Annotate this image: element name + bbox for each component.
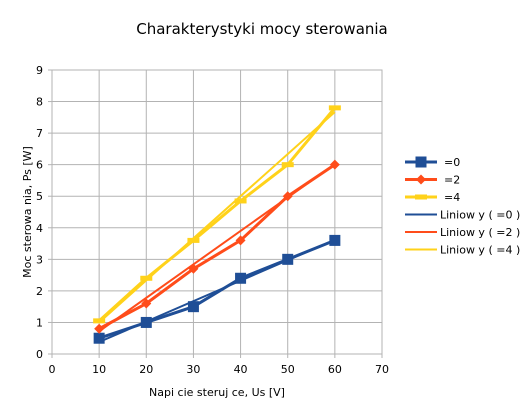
x-axis-ticks: 0 10 20 30 40 50 60 70 xyxy=(49,363,390,376)
data-point xyxy=(282,191,293,202)
data-point xyxy=(93,318,106,324)
series-line xyxy=(98,163,336,331)
y-tick-label: 1 xyxy=(36,316,43,329)
y-tick-label: 9 xyxy=(36,64,43,77)
data-point xyxy=(329,234,341,246)
y-axis-label: Moc sterowa nia, Ps [W] xyxy=(21,146,34,278)
x-tick-label: 20 xyxy=(139,363,153,376)
series-line xyxy=(98,106,337,322)
legend-label: =2 xyxy=(444,174,460,187)
legend-marker xyxy=(416,174,426,185)
series-line xyxy=(98,239,336,340)
y-tick-label: 8 xyxy=(36,96,43,109)
data-point xyxy=(94,323,105,334)
data-point xyxy=(140,316,152,328)
grid xyxy=(48,69,383,358)
data-point xyxy=(235,272,247,284)
data-point xyxy=(329,159,340,170)
legend: =0 =2 =4 Liniow y ( =0 ) Liniow y ( =2 ) Lini… xyxy=(405,156,520,257)
data-point xyxy=(187,301,199,313)
data-point xyxy=(187,237,200,243)
data-point xyxy=(234,198,247,204)
x-tick-label: 50 xyxy=(281,363,295,376)
x-tick-label: 10 xyxy=(92,363,106,376)
y-tick-label: 4 xyxy=(36,222,43,235)
y-tick-label: 5 xyxy=(36,190,43,203)
x-tick-label: 70 xyxy=(375,363,389,376)
data-point xyxy=(235,235,246,246)
x-axis-label: Napi cie steruj ce, Us [V] xyxy=(149,386,285,399)
data-point xyxy=(281,162,294,168)
y-axis-ticks: 0 1 2 3 4 5 6 7 8 9 xyxy=(36,64,43,361)
legend-marker xyxy=(415,194,427,200)
data-point xyxy=(328,105,341,111)
legend-marker xyxy=(415,156,427,168)
y-tick-label: 0 xyxy=(36,348,43,361)
x-tick-label: 0 xyxy=(49,363,56,376)
legend-label: =4 xyxy=(444,191,460,204)
y-tick-label: 2 xyxy=(36,285,43,298)
data-point xyxy=(188,263,199,274)
chart-title: Charakterystyki mocy sterowania xyxy=(136,20,388,38)
data-point xyxy=(282,253,294,265)
data-point xyxy=(141,298,152,309)
x-tick-label: 60 xyxy=(328,363,342,376)
legend-label: =0 xyxy=(444,156,460,169)
series-lines xyxy=(93,105,341,344)
x-tick-label: 30 xyxy=(186,363,200,376)
legend-label: Liniow y ( =4 ) xyxy=(440,244,520,257)
data-point xyxy=(93,332,105,344)
legend-label: Liniow y ( =2 ) xyxy=(440,226,520,239)
legend-label: Liniow y ( =0 ) xyxy=(440,209,520,222)
y-tick-label: 6 xyxy=(36,159,43,172)
y-tick-label: 3 xyxy=(36,253,43,266)
data-point xyxy=(140,275,153,281)
y-tick-label: 7 xyxy=(36,127,43,140)
x-tick-label: 40 xyxy=(234,363,248,376)
